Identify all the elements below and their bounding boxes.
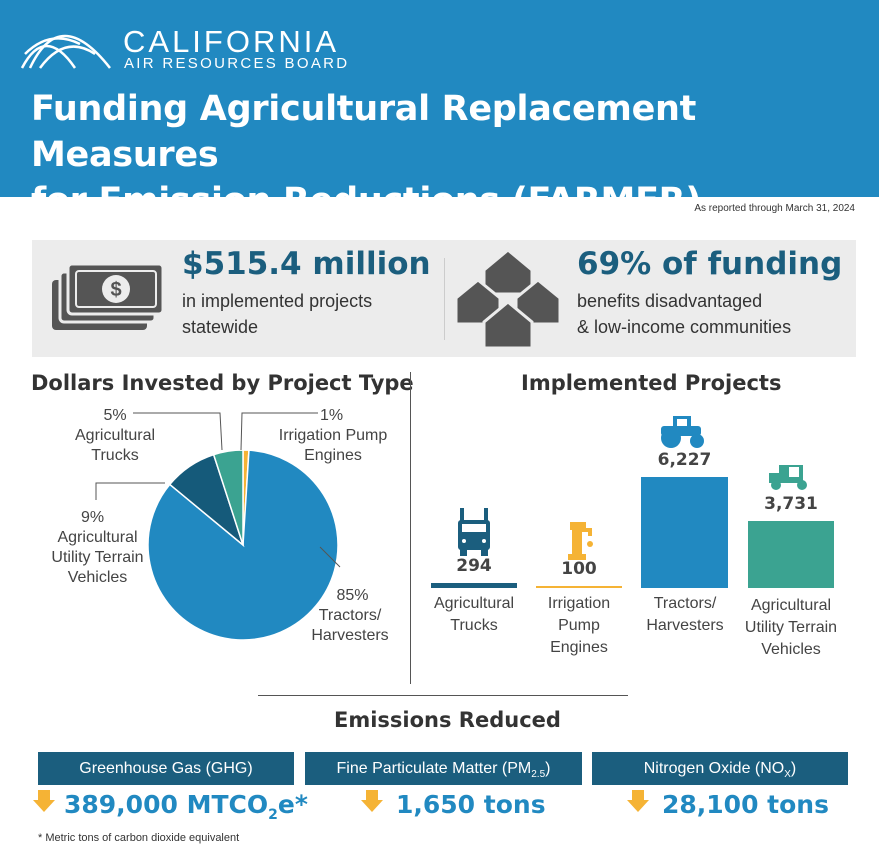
label: Tractors/ Harvesters [311,607,389,644]
pm-value: 1,650 tons [396,790,546,819]
pm-header: Fine Particulate Matter (PM2.5) [305,752,582,785]
bar-0 [431,582,517,588]
bar-value-label: 3,731 [764,494,818,515]
svg-text:$: $ [110,279,121,301]
funding-desc-2: statewide [182,317,259,337]
section-divider [410,372,411,684]
nox-value: 28,100 tons [662,790,829,819]
bar-category-label: Agricultural Utility Terrain Vehicles [744,597,838,658]
label: Agricultural Trucks [75,427,156,464]
disadvantaged-share: 69% of funding [577,246,843,282]
ghg-num: 389,000 MTCO [64,790,269,819]
bar-value-label: 6,227 [657,450,712,470]
bar-value-label: 100 [561,559,597,579]
tractor-icon [661,416,704,448]
pm-end: ) [545,760,551,777]
pie-label-trucks: 5% Agricultural Trucks [60,406,170,466]
pie-label-tractors: 85% Tractors/ Harvesters [305,586,400,646]
ghg-value: 389,000 MTCO2e* [64,790,308,823]
funding-desc: in implemented projects statewide [182,288,372,340]
logo-subtitle: AIR RESOURCES BOARD [124,55,350,72]
emissions-title: Emissions Reduced [334,708,561,732]
ghg-sub: 2 [268,807,278,823]
pie-label-utv: 9% Agricultural Utility Terrain Vehicles [40,508,155,588]
ghg-header: Greenhouse Gas (GHG) [38,752,294,785]
down-arrow-icon [33,790,55,812]
pm-sub: 2.5 [531,769,546,781]
down-arrow-icon [361,790,383,812]
truck-icon [458,508,490,556]
highlights-panel: $ $515.4 million in implemented projects… [32,240,856,357]
funding-desc-1: in implemented projects [182,291,373,311]
utv-icon [769,465,807,490]
pump-icon [568,522,593,560]
emissions-divider [258,695,628,696]
ghg-suffix: e* [277,790,308,819]
date-note: As reported through March 31, 2024 [694,203,855,214]
pct: 5% [103,407,127,424]
bar-category-label: Agricultural Trucks [433,595,515,634]
divider [444,258,445,340]
disadvantaged-desc-1: benefits disadvantaged [577,291,763,311]
pie-slice-3 [212,449,244,546]
disadvantaged-desc-2: & low-income communities [577,317,792,337]
nox-end: ) [790,760,797,777]
houses-icon [454,248,562,350]
money-icon: $ [52,262,165,330]
footnote: * Metric tons of carbon dioxide equivale… [38,832,240,844]
bar-category-label: Tractors/ Harvesters [646,595,724,634]
bar-value-label: 294 [456,555,492,576]
pct: 9% [81,509,105,526]
nox-sub: X [784,769,791,781]
logo-name: CALIFORNIA [123,24,340,59]
nox-label: Nitrogen Oxide (NO [643,760,785,777]
pie-title: Dollars Invested by Project Type [31,371,414,395]
pm-label: Fine Particulate Matter (PM [336,760,532,777]
funding-total: $515.4 million [182,246,431,282]
bar-category-label: Irrigation Pump Engines [547,595,611,656]
label: Agricultural Utility Terrain Vehicles [51,529,144,586]
disadvantaged-desc: benefits disadvantaged & low-income commu… [577,288,791,340]
down-arrow-icon [627,790,649,812]
title-line-1: Funding Agricultural Replacement Measure… [31,89,697,175]
nox-header: Nitrogen Oxide (NOX) [592,752,848,785]
label: Irrigation Pump Engines [278,427,388,464]
bar-1 [536,586,622,588]
pct: 85% [336,587,369,604]
pie-chart [95,412,341,641]
pct: 1% [320,407,344,424]
bar-title: Implemented Projects [521,371,782,395]
bar-2 [641,477,728,588]
header-banner: CALIFORNIA AIR RESOURCES BOARD Funding A… [0,0,879,267]
carb-logo-icon [20,34,111,69]
pie-label-pump: 1% Irrigation Pump Engines [262,406,402,466]
bar-3 [748,521,834,588]
